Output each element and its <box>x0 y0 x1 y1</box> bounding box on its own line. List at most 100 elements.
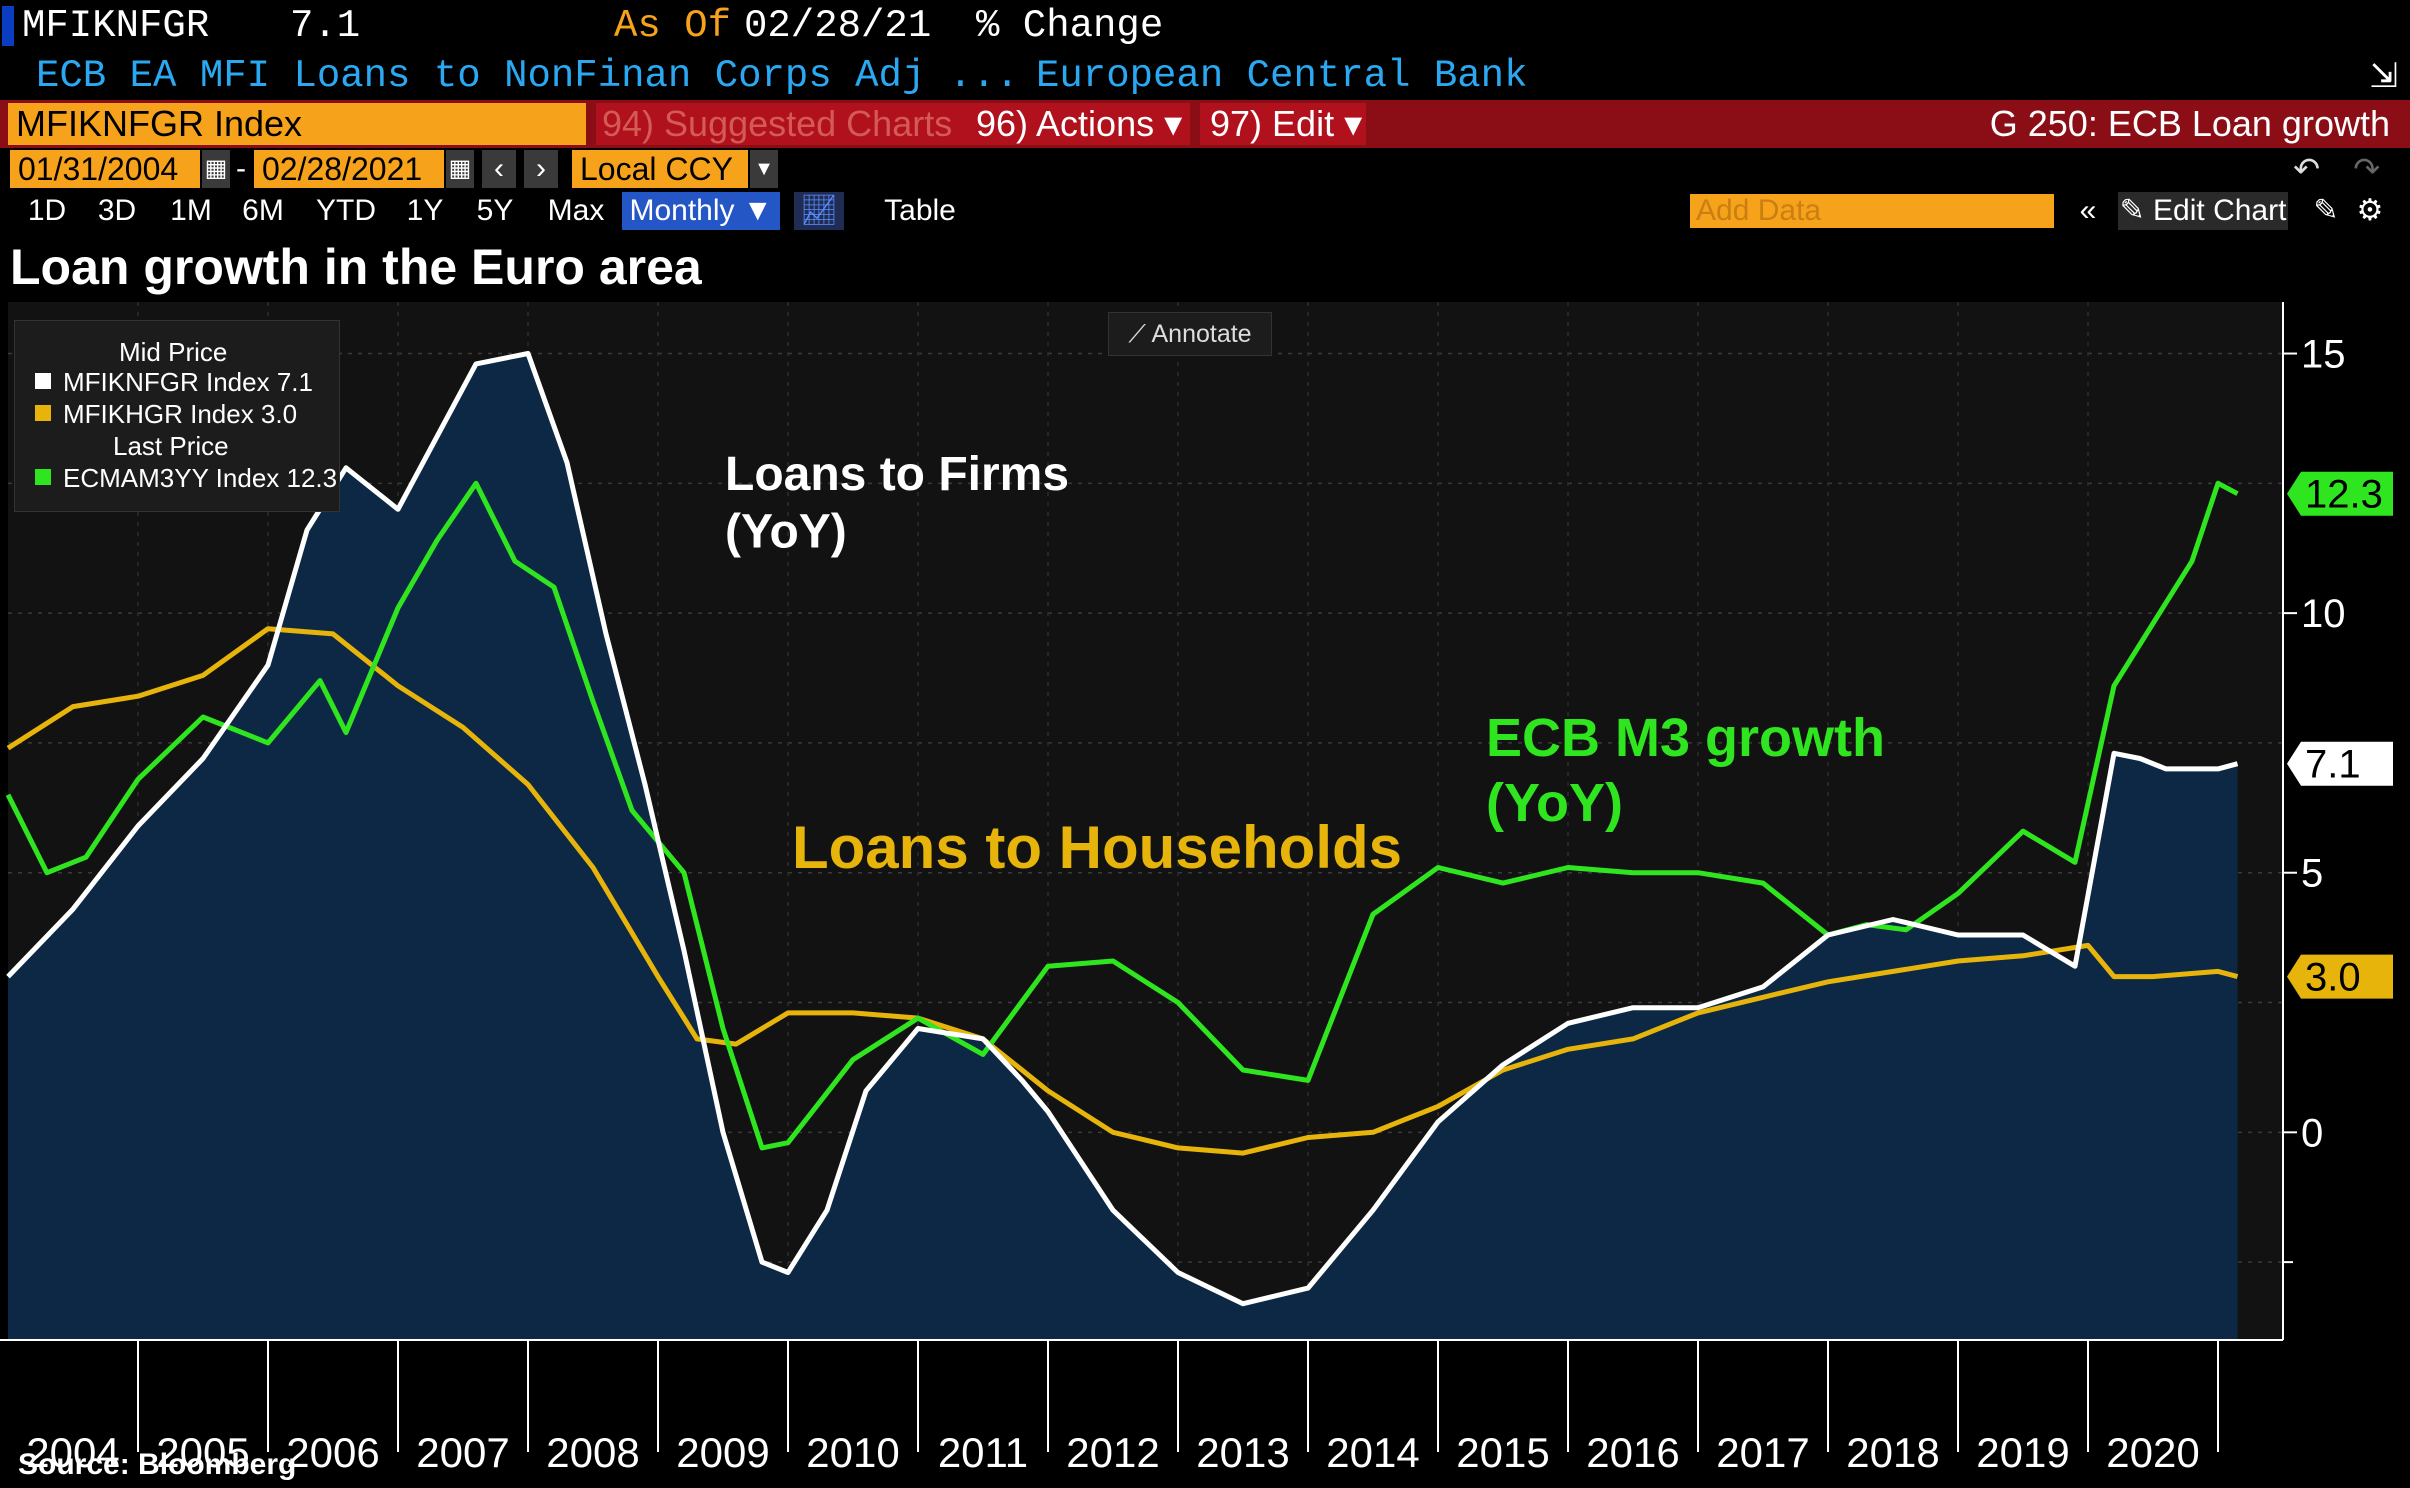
export-icon[interactable]: ⇲ <box>2369 57 2399 95</box>
chart-title: Loan growth in the Euro area <box>10 239 702 295</box>
period-1d[interactable]: 1D <box>27 194 67 227</box>
previous-arrow-icon[interactable]: ‹ <box>482 150 516 188</box>
collapse-icon[interactable]: « <box>2079 194 2097 227</box>
legend-item-firms: MFIKNFGR Index 7.1 <box>63 367 313 397</box>
legend-swatch-households <box>35 405 51 421</box>
annotation-m3: ECB M3 growth <box>1486 708 1885 768</box>
actions-menu[interactable]: 96) Actions ▾ <box>966 103 1190 145</box>
source-name: European Central Bank <box>1036 54 1528 98</box>
line-chart: 15 10 5 0 2004 2005 2006 2007 2008 2009 2010 2011 20… <box>0 302 2393 1476</box>
x-tick-label: 2004 <box>26 1429 119 1476</box>
annotation-firms: Loans to Firms <box>725 448 1069 501</box>
period-6m[interactable]: 6M <box>242 194 284 227</box>
last-value-badge-m3: 12.3 <box>2287 471 2393 517</box>
firms-area <box>8 353 2238 1340</box>
period-ytd[interactable]: YTD <box>316 194 376 227</box>
annotations: Loans to Firms(YoY)Loans to HouseholdsEC… <box>725 448 1885 881</box>
undo-icon[interactable]: ↶ <box>2293 151 2320 187</box>
x-tick-label: 2020 <box>2106 1429 2199 1476</box>
line-chart-icon[interactable]: 📈︎ <box>794 192 844 230</box>
x-tick-label: 2006 <box>286 1429 379 1476</box>
suggested-charts-button[interactable]: 94) Suggested Charts <box>596 103 966 145</box>
currency-select[interactable]: Local CCY <box>572 150 748 188</box>
security-description: ECB EA MFI Loans to NonFinan Corps Adj .… <box>36 54 1019 98</box>
annotation-m3: (YoY) <box>1486 773 1623 833</box>
add-data-input[interactable]: Add Data <box>1690 194 2054 228</box>
security-header: MFIKNFGR 7.1 As Of 02/28/21 % Change <box>0 0 2410 52</box>
badge-label: 3.0 <box>2305 956 2361 1000</box>
annotate-label: Annotate <box>1151 320 1252 348</box>
x-tick-label: 2013 <box>1196 1429 1289 1476</box>
legend-item-households: MFIKHGR Index 3.0 <box>63 399 298 429</box>
frequency-select[interactable]: Monthly ▼ <box>622 192 780 230</box>
y-tick-label: 10 <box>2301 592 2346 636</box>
x-tick-label: 2011 <box>938 1429 1028 1476</box>
series-line-firms <box>6 351 2239 1307</box>
pencil-icon: ⟋ <box>1128 320 1152 348</box>
period-toolbar: 1D 3D 1M 6M YTD 1Y 5Y Max Monthly ▼ 📈︎ T… <box>0 190 2410 232</box>
function-bar: MFIKNFGR Index 94) Suggested Charts 96) … <box>0 100 2410 148</box>
annotate-button[interactable]: ⟋ Annotate <box>1108 312 1272 356</box>
end-date-field[interactable]: 02/28/2021 <box>254 150 444 188</box>
period-max[interactable]: Max <box>547 194 605 227</box>
description-row: ECB EA MFI Loans to NonFinan Corps Adj .… <box>0 52 2410 100</box>
x-tick-label: 2015 <box>1456 1429 1549 1476</box>
date-separator: - <box>236 152 246 185</box>
axes: 15 10 5 0 2004 2005 2006 2007 2008 2009 2010 2011 20… <box>0 302 2393 1476</box>
next-arrow-icon[interactable]: › <box>524 150 558 188</box>
calendar-icon[interactable]: ▦ <box>446 150 474 188</box>
gear-icon[interactable]: ⚙ <box>2356 194 2384 227</box>
annotation-households: Loans to Households <box>792 814 1402 881</box>
badge-label: 7.1 <box>2305 743 2361 787</box>
period-3d[interactable]: 3D <box>97 194 137 227</box>
edit-chart-button[interactable]: ✎ Edit Chart <box>2118 192 2288 230</box>
x-tick-label: 2016 <box>1586 1429 1679 1476</box>
edit-chart-label: Edit Chart <box>2153 194 2287 227</box>
legend-swatch-m3 <box>35 469 51 485</box>
annotation-firms: (YoY) <box>725 506 847 559</box>
x-tick-label: 2009 <box>676 1429 769 1476</box>
series-line-m3 <box>5 480 2239 1151</box>
pencil-icon: ✎ <box>2119 194 2154 227</box>
table-button[interactable]: Table <box>884 194 956 227</box>
as-of-date: 02/28/21 <box>744 4 932 48</box>
last-value-badge-households: 3.0 <box>2287 954 2393 1000</box>
source-note: Source: Bloomberg <box>18 1448 297 1481</box>
x-tick-label: 2005 <box>156 1429 249 1476</box>
x-tick-label: 2019 <box>1976 1429 2069 1476</box>
chart-name: G 250: ECB Loan growth <box>1989 103 2390 144</box>
x-tick-label: 2014 <box>1326 1429 1419 1476</box>
redo-icon[interactable]: ↷ <box>2353 151 2380 187</box>
x-tick-label: 2012 <box>1066 1429 1159 1476</box>
firms-area-fill <box>8 353 2238 1340</box>
series-line-households <box>6 626 2239 1156</box>
x-tick-label: 2008 <box>546 1429 639 1476</box>
badge-label: 12.3 <box>2305 473 2383 517</box>
series-lines <box>5 351 2239 1307</box>
legend-heading: Mid Price <box>119 337 228 367</box>
change-label[interactable]: % Change <box>976 4 1164 48</box>
y-tick-label: 15 <box>2301 333 2346 377</box>
chevron-down-icon[interactable]: ▼ <box>750 150 778 188</box>
legend-swatch-firms <box>35 373 51 389</box>
legend: Mid Price MFIKNFGR Index 7.1 MFIKHGR Ind… <box>14 320 340 512</box>
date-range-row: 01/31/2004 ▦ - 02/28/2021 ▦ ‹ › Local CC… <box>0 148 2410 190</box>
legend-heading: Last Price <box>113 431 229 461</box>
start-date-field[interactable]: 01/31/2004 <box>10 150 200 188</box>
period-1y[interactable]: 1Y <box>406 194 444 227</box>
x-tick-label: 2010 <box>806 1429 899 1476</box>
last-value-badge-firms: 7.1 <box>2287 741 2393 787</box>
as-of-label: As Of <box>614 4 732 48</box>
y-tick-label: 0 <box>2301 1111 2323 1155</box>
security-field[interactable]: MFIKNFGR Index <box>8 103 586 145</box>
y-tick-label: 5 <box>2301 852 2323 896</box>
badge-shape <box>2287 741 2393 786</box>
selection-marker <box>2 6 14 46</box>
calendar-icon[interactable]: ▦ <box>202 150 230 188</box>
badge-shape <box>2287 471 2393 516</box>
legend-item-m3: ECMAM3YY Index 12.3 <box>63 463 338 493</box>
edit-menu[interactable]: 97) Edit ▾ <box>1200 103 1366 145</box>
edit-icon[interactable]: ✎ <box>2313 194 2339 227</box>
period-5y[interactable]: 5Y <box>476 194 514 227</box>
period-1m[interactable]: 1M <box>170 194 212 227</box>
